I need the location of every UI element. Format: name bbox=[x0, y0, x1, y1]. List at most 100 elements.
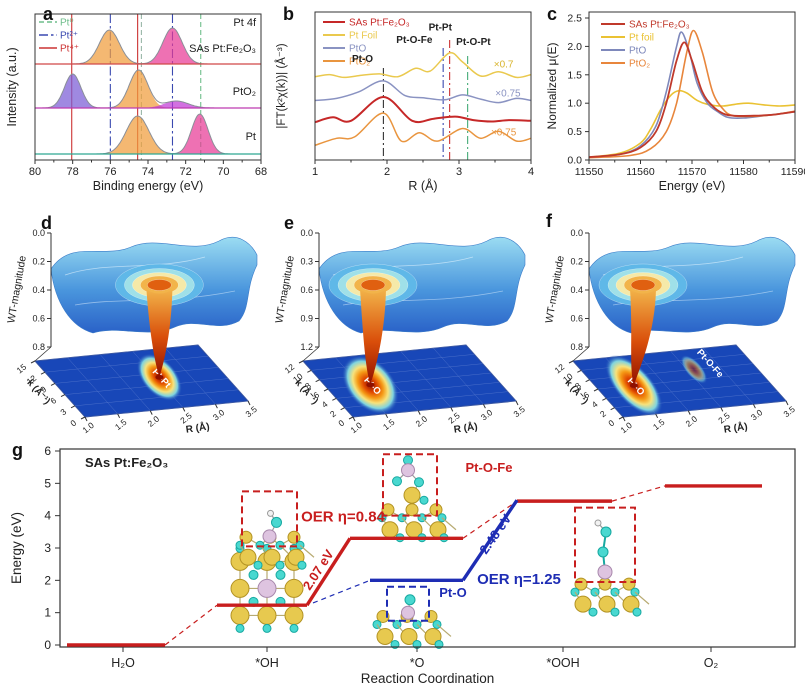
svg-text:OER η=1.25: OER η=1.25 bbox=[477, 571, 561, 588]
svg-text:0.2: 0.2 bbox=[570, 257, 583, 267]
svg-text:1.0: 1.0 bbox=[348, 420, 364, 435]
svg-text:3.0: 3.0 bbox=[479, 407, 495, 422]
svg-text:9: 9 bbox=[38, 384, 48, 395]
svg-text:Reaction Coordination: Reaction Coordination bbox=[361, 671, 495, 685]
svg-text:8: 8 bbox=[573, 380, 583, 391]
svg-text:4: 4 bbox=[44, 509, 51, 523]
svg-text:Pt-Pt: Pt-Pt bbox=[429, 23, 453, 34]
svg-text:Binding energy (eV): Binding energy (eV) bbox=[93, 179, 203, 193]
svg-text:Pt 4f: Pt 4f bbox=[233, 17, 257, 29]
svg-text:2: 2 bbox=[384, 166, 390, 178]
svg-text:*O: *O bbox=[410, 656, 425, 670]
svg-text:0.6: 0.6 bbox=[300, 285, 313, 295]
svg-text:2.0: 2.0 bbox=[414, 413, 430, 428]
svg-text:5: 5 bbox=[44, 476, 51, 490]
svg-text:Pt-O-Pt: Pt-O-Pt bbox=[456, 37, 491, 48]
svg-text:WT-magnitude: WT-magnitude bbox=[273, 255, 297, 324]
panel-f-wavelet-sas: f Pt-OPt-O-Fe0.00.20.40.60.8WT-magnitude… bbox=[543, 205, 805, 437]
panel-d-wavelet-pt: d Pt-Pt0.00.20.40.60.8WT-magnitude036912… bbox=[5, 205, 270, 437]
svg-text:78: 78 bbox=[67, 166, 79, 178]
svg-text:4: 4 bbox=[590, 399, 600, 410]
svg-text:0.8: 0.8 bbox=[32, 342, 45, 352]
svg-text:Intensity (a.u.): Intensity (a.u.) bbox=[5, 47, 19, 126]
svg-text:PtO: PtO bbox=[629, 46, 646, 57]
svg-text:0.0: 0.0 bbox=[32, 228, 45, 238]
svg-text:0: 0 bbox=[336, 418, 346, 429]
svg-text:1.5: 1.5 bbox=[651, 417, 667, 432]
panel-letter-e: e bbox=[284, 213, 295, 233]
svg-text:15: 15 bbox=[15, 362, 29, 376]
svg-text:70: 70 bbox=[217, 166, 229, 178]
svg-text:80: 80 bbox=[29, 166, 41, 178]
xanes-plot: SAs Pt:Fe₂O₃ Pt foil PtO PtO₂ 11550 11560 1157… bbox=[545, 11, 805, 193]
svg-text:OER η=0.84: OER η=0.84 bbox=[301, 508, 385, 525]
svg-text:×0.75: ×0.75 bbox=[491, 128, 517, 139]
svg-text:3.5: 3.5 bbox=[243, 404, 259, 419]
svg-text:Pt foil: Pt foil bbox=[629, 33, 654, 44]
svg-text:R (Å): R (Å) bbox=[723, 420, 748, 436]
molecule-inset-slab-oh bbox=[235, 490, 315, 570]
panel-letter-c: c bbox=[547, 4, 558, 24]
svg-text:1.0: 1.0 bbox=[567, 98, 582, 110]
svg-text:4: 4 bbox=[320, 399, 330, 410]
svg-text:1: 1 bbox=[312, 166, 318, 178]
svg-text:PtO₂: PtO₂ bbox=[629, 59, 650, 70]
svg-text:Pt⁰: Pt⁰ bbox=[60, 18, 73, 29]
panel-g-energy-diagram: g 0 1 2 3 4 5 6 H₂O *OH *O *OOH O₂ Reaction Coordina… bbox=[5, 437, 805, 685]
svg-text:3: 3 bbox=[44, 541, 51, 555]
svg-text:Pt-O-Fe: Pt-O-Fe bbox=[396, 35, 433, 46]
svg-text:2.5: 2.5 bbox=[567, 13, 582, 25]
svg-text:11580: 11580 bbox=[729, 166, 758, 178]
svg-text:*OH: *OH bbox=[255, 656, 279, 670]
svg-text:2: 2 bbox=[44, 573, 51, 587]
svg-text:0.0: 0.0 bbox=[300, 228, 313, 238]
svg-text:R (Å): R (Å) bbox=[408, 178, 437, 193]
svg-text:WT-magnitude: WT-magnitude bbox=[5, 255, 29, 324]
svg-text:Pt: Pt bbox=[246, 131, 256, 143]
svg-text:0: 0 bbox=[44, 638, 51, 652]
svg-text:1.0: 1.0 bbox=[618, 420, 634, 435]
svg-text:11570: 11570 bbox=[678, 166, 707, 178]
svg-text:2.0: 2.0 bbox=[567, 41, 582, 53]
svg-text:1.2: 1.2 bbox=[300, 342, 313, 352]
panel-letter-b: b bbox=[283, 4, 294, 24]
svg-text:3.5: 3.5 bbox=[781, 404, 797, 419]
svg-text:0.4: 0.4 bbox=[32, 285, 45, 295]
panel-e-wavelet-pto: e Pt-O0.00.30.60.91.2WT-magnitude0246810… bbox=[273, 205, 540, 437]
svg-text:3.0: 3.0 bbox=[211, 407, 227, 422]
svg-text:6: 6 bbox=[311, 390, 321, 401]
svg-text:PtO₂: PtO₂ bbox=[233, 86, 256, 98]
svg-text:SAs Pt:Fe₂O₃: SAs Pt:Fe₂O₃ bbox=[629, 20, 690, 31]
panel-a-xps: a SAs Pt:Fe₂O₃ PtO₂ Pt Pt 4f Pt⁰ Pt²⁺ Pt⁴⁺ 80 78… bbox=[5, 2, 270, 202]
panel-c-xanes: c SAs Pt:Fe₂O₃ Pt foil PtO PtO₂ 11550 11560 11… bbox=[543, 2, 805, 202]
molecule-inset-slab-o bbox=[372, 585, 452, 649]
svg-text:0: 0 bbox=[68, 418, 78, 429]
svg-text:0.6: 0.6 bbox=[570, 314, 583, 324]
svg-text:WT-magnitude: WT-magnitude bbox=[543, 255, 567, 324]
svg-text:0.0: 0.0 bbox=[567, 155, 582, 167]
svg-text:0.8: 0.8 bbox=[570, 342, 583, 352]
svg-text:74: 74 bbox=[142, 166, 154, 178]
svg-text:|FT(k²χ(k))| (Å⁻³): |FT(k²χ(k))| (Å⁻³) bbox=[275, 43, 288, 128]
svg-text:1: 1 bbox=[44, 606, 51, 620]
svg-text:76: 76 bbox=[104, 166, 116, 178]
svg-text:SAs Pt:Fe₂O₃: SAs Pt:Fe₂O₃ bbox=[189, 43, 256, 55]
svg-text:1.5: 1.5 bbox=[113, 417, 129, 432]
xps-plot: SAs Pt:Fe₂O₃ PtO₂ Pt Pt 4f Pt⁰ Pt²⁺ Pt⁴⁺ 80 78 76… bbox=[5, 13, 267, 193]
svg-text:Normalized μ(E): Normalized μ(E) bbox=[545, 43, 559, 130]
panel-letter-a: a bbox=[43, 4, 54, 24]
svg-text:0.6: 0.6 bbox=[32, 314, 45, 324]
energy-diagram-plot: 0 1 2 3 4 5 6 H₂O *OH *O *OOH O₂ Reaction Coordinati… bbox=[9, 444, 796, 685]
svg-text:2.0: 2.0 bbox=[684, 413, 700, 428]
svg-text:Pt-O: Pt-O bbox=[439, 585, 466, 600]
svg-text:4: 4 bbox=[528, 166, 534, 178]
svg-text:O₂: O₂ bbox=[704, 656, 719, 670]
svg-text:2.0: 2.0 bbox=[146, 413, 162, 428]
svg-text:0.2: 0.2 bbox=[32, 257, 45, 267]
svg-text:SAs Pt:Fe₂O₃: SAs Pt:Fe₂O₃ bbox=[349, 18, 410, 29]
svg-text:0.4: 0.4 bbox=[570, 285, 583, 295]
svg-text:3.0: 3.0 bbox=[749, 407, 765, 422]
